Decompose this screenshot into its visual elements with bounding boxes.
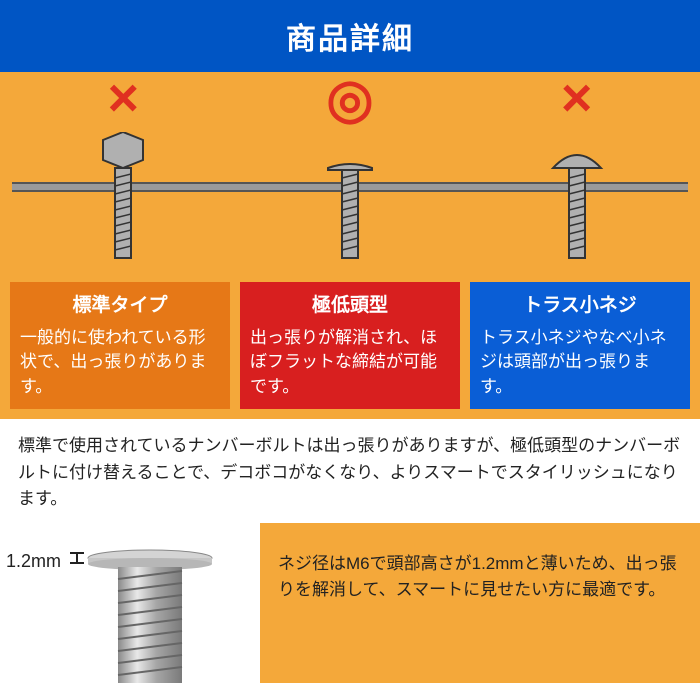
desc-lowhead-title: 極低頭型	[250, 292, 450, 320]
bolt-photo-svg	[0, 523, 260, 683]
desc-standard: 標準タイプ 一般的に使われている形状で、出っ張りがあります。	[10, 282, 230, 409]
measurement-label: 1.2mm	[6, 551, 61, 572]
bolt-low-head: ◎	[237, 70, 463, 282]
bolt-truss-svg	[527, 132, 627, 282]
bolt-row: × ◎ ×	[0, 82, 700, 282]
bolt-photo: 1.2mm	[0, 523, 260, 683]
desc-truss-title: トラス小ネジ	[480, 292, 680, 320]
photo-description: ネジ径はM6で頭部高さが1.2mmと薄いため、出っ張りを解消して、スマートに見せ…	[260, 523, 700, 616]
desc-lowhead: 極低頭型 出っ張りが解消され、ほぼフラットな締結が可能です。	[240, 282, 460, 409]
bolt-truss: ×	[463, 70, 689, 282]
desc-standard-title: 標準タイプ	[20, 292, 220, 320]
desc-standard-text: 一般的に使われている形状で、出っ張りがあります。	[20, 326, 220, 400]
header-title: 商品詳細	[0, 0, 700, 72]
photo-section: 1.2mm ネジ径はM6で頭部高さが1.2mmと薄いため、出っ張りを解消して、ス…	[0, 523, 700, 683]
bolt-comparison-diagram: × ◎ × 標準タイプ 一般	[0, 72, 700, 419]
desc-truss-text: トラス小ネジやなべ小ネジは頭部が出っ張ります。	[480, 326, 680, 400]
bolt-standard: ×	[10, 70, 236, 282]
bolt-lowhead-svg	[300, 132, 400, 282]
mark-bad-icon: ×	[108, 70, 140, 126]
bolt-standard-svg	[73, 132, 173, 282]
desc-lowhead-text: 出っ張りが解消され、ほぼフラットな締結が可能です。	[250, 326, 450, 400]
body-paragraph: 標準で使用されているナンバーボルトは出っ張りがありますが、極低頭型のナンバーボル…	[0, 419, 700, 522]
mark-good-icon: ◎	[326, 70, 373, 126]
mark-bad-icon: ×	[561, 70, 593, 126]
description-row: 標準タイプ 一般的に使われている形状で、出っ張りがあります。 極低頭型 出っ張り…	[0, 282, 700, 419]
desc-truss: トラス小ネジ トラス小ネジやなべ小ネジは頭部が出っ張ります。	[470, 282, 690, 409]
